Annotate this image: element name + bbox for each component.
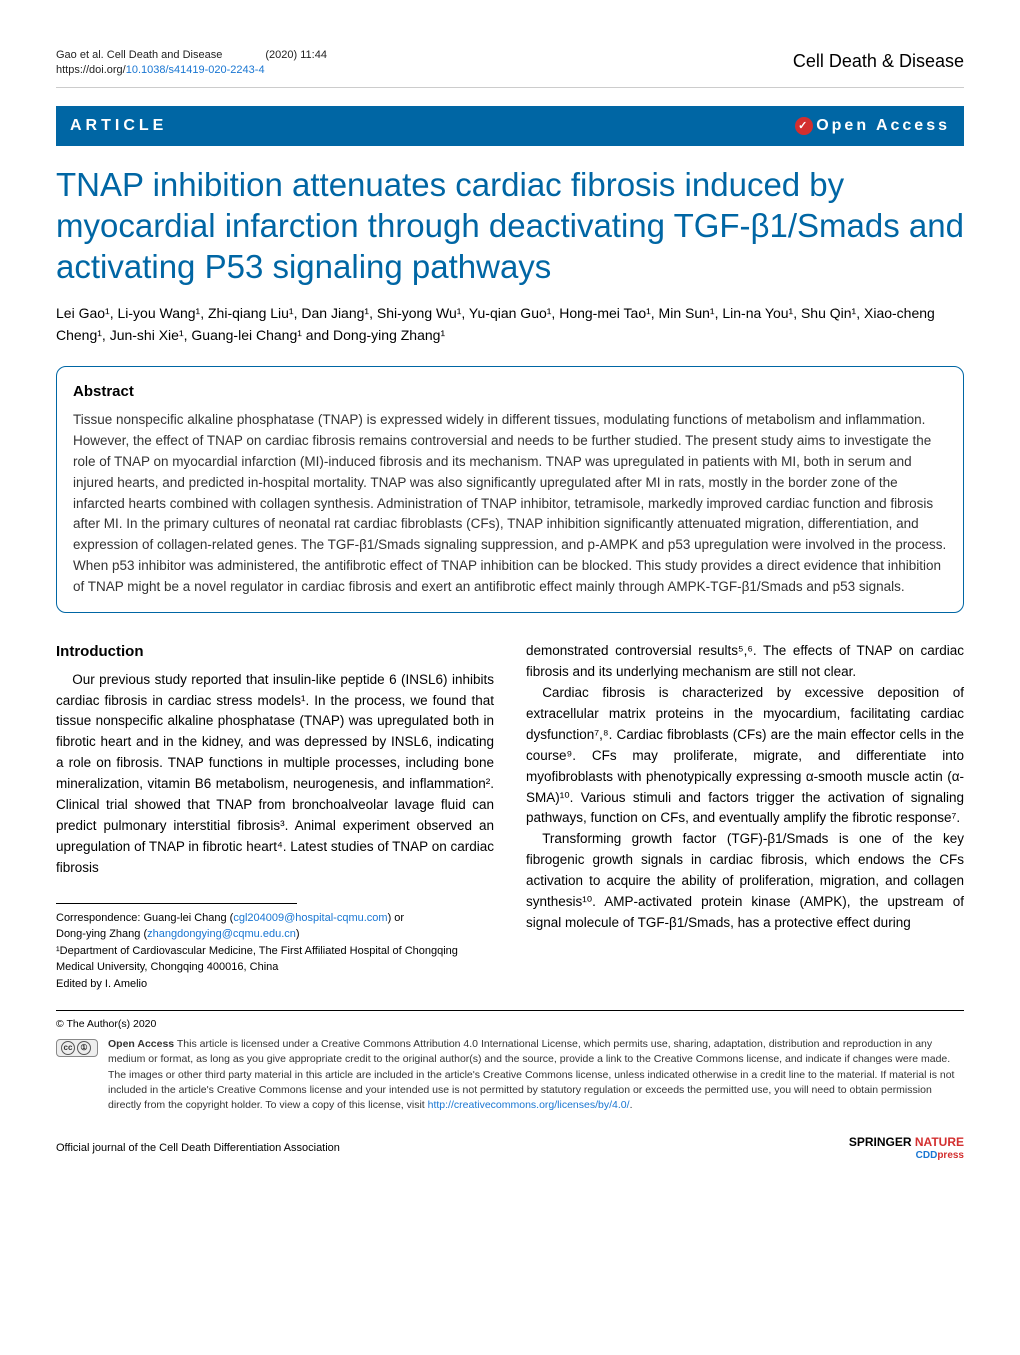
body-columns: Introduction Our previous study reported… xyxy=(56,641,964,992)
correspondence-block: Correspondence: Guang-lei Chang (cgl2040… xyxy=(56,910,494,993)
license-divider xyxy=(56,1010,964,1011)
citation-authors: Gao et al. Cell Death and Disease xyxy=(56,49,222,61)
open-access-label: ✓Open Access xyxy=(795,114,950,138)
introduction-heading: Introduction xyxy=(56,641,494,664)
intro-para-2: demonstrated controversial results⁵,⁶. T… xyxy=(526,641,964,934)
left-column: Introduction Our previous study reported… xyxy=(56,641,494,992)
intro-para-1: Our previous study reported that insulin… xyxy=(56,670,494,879)
article-title: TNAP inhibition attenuates cardiac fibro… xyxy=(56,164,964,288)
corr-pre-2: Dong-ying Zhang ( xyxy=(56,928,147,940)
check-icon: ✓ xyxy=(795,117,813,135)
page-footer: Official journal of the Cell Death Diffe… xyxy=(56,1135,964,1161)
copyright-line: © The Author(s) 2020 xyxy=(56,1017,964,1033)
doi-prefix: https://doi.org/ xyxy=(56,64,126,76)
corr-email-2[interactable]: zhangdongying@cqmu.edu.cn xyxy=(147,928,296,940)
publisher-logo: SPRINGER NATURE CDDpress xyxy=(849,1135,964,1161)
header-divider xyxy=(56,87,964,88)
license-block: cc ① Open Access This article is license… xyxy=(56,1037,964,1113)
cc-badge-icon: cc ① xyxy=(56,1039,98,1057)
cc-icon: cc xyxy=(61,1041,75,1055)
edited-by: Edited by I. Amelio xyxy=(56,978,147,990)
journal-name: Cell Death & Disease xyxy=(793,48,964,75)
license-text: Open Access This article is licensed und… xyxy=(108,1037,964,1113)
corr-post-1: ) or xyxy=(388,912,405,924)
corr-email-1[interactable]: cgl204009@hospital-cqmu.com xyxy=(233,912,387,924)
page-header: Gao et al. Cell Death and Disease (2020)… xyxy=(56,48,964,79)
corr-pre-1: Correspondence: Guang-lei Chang ( xyxy=(56,912,233,924)
article-type-label: ARTICLE xyxy=(70,114,167,138)
license-url[interactable]: http://creativecommons.org/licenses/by/4… xyxy=(428,1099,630,1111)
corr-affiliation: ¹Department of Cardiovascular Medicine, … xyxy=(56,945,458,974)
open-access-bold: Open Access xyxy=(108,1038,174,1050)
abstract-box: Abstract Tissue nonspecific alkaline pho… xyxy=(56,366,964,613)
abstract-text: Tissue nonspecific alkaline phosphatase … xyxy=(73,410,947,598)
cdd-press-logo: CDDpress xyxy=(849,1150,964,1162)
doi-link[interactable]: 10.1038/s41419-020-2243-4 xyxy=(126,64,265,76)
citation-issue: (2020) 11:44 xyxy=(265,49,327,61)
correspondence-divider xyxy=(56,903,297,904)
abstract-heading: Abstract xyxy=(73,381,947,404)
corr-post-2: ) xyxy=(296,928,300,940)
right-column: demonstrated controversial results⁵,⁶. T… xyxy=(526,641,964,992)
footer-left: Official journal of the Cell Death Diffe… xyxy=(56,1140,340,1157)
by-icon: ① xyxy=(77,1041,91,1055)
citation-block: Gao et al. Cell Death and Disease (2020)… xyxy=(56,48,327,79)
article-type-bar: ARTICLE ✓Open Access xyxy=(56,106,964,146)
author-list: Lei Gao¹, Li-you Wang¹, Zhi-qiang Liu¹, … xyxy=(56,302,964,347)
springer-nature-logo: SPRINGER NATURE xyxy=(849,1135,964,1149)
